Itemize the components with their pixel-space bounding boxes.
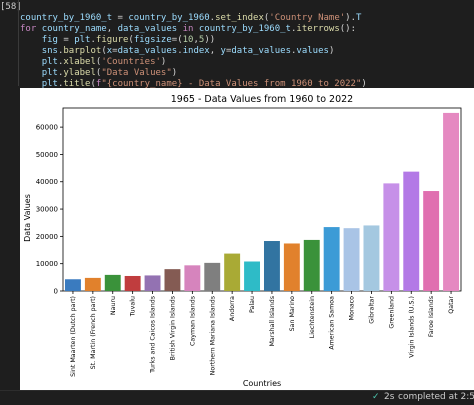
x-tick-label: San Marino: [289, 296, 296, 331]
x-tick-label: Cayman Islands: [189, 296, 196, 346]
y-tick-label: 50000: [36, 151, 58, 159]
x-tick-label: Greenland: [388, 296, 395, 329]
bar: [184, 265, 201, 291]
bar: [443, 112, 460, 292]
bar: [244, 261, 261, 291]
y-axis-label: Data Values: [23, 194, 32, 242]
bar: [423, 191, 440, 291]
chart-title: 1965 - Data Values from 1960 to 2022: [171, 94, 353, 105]
x-tick-label: Andorra: [229, 296, 236, 321]
bar-chart: 1965 - Data Values from 1960 to 2022 Dat…: [23, 94, 462, 388]
x-tick-label: Qatar: [448, 296, 455, 314]
x-tick-label: Palau: [249, 296, 256, 313]
bar: [323, 227, 340, 291]
cell-border: [18, 0, 19, 86]
x-tick-label: British Virgin Islands: [169, 296, 176, 360]
bar: [84, 277, 101, 291]
x-tick-label: Turks and Caicos Islands: [150, 296, 157, 374]
completion-status: completed at 2:52 PM: [398, 392, 474, 402]
bar: [64, 279, 81, 291]
bar: [383, 183, 400, 291]
cell-execution-count: [58]: [0, 2, 22, 12]
output-gutter: [0, 88, 20, 390]
status-bar: ✓ 2s completed at 2:52 PM: [0, 390, 474, 405]
y-tick-label: 10000: [36, 260, 58, 268]
x-tick-label: Faroe Islands: [428, 296, 435, 337]
code-line-6: plt.ylabel("Data Values"): [41, 68, 178, 78]
x-tick-label: Liechtenstein: [309, 296, 316, 338]
cell-output-chart: 1965 - Data Values from 1960 to 2022 Dat…: [20, 88, 474, 390]
code-line-5: plt.xlabel('Countries'): [41, 57, 167, 67]
code-line-7: plt.title(f"{country_name} - Data Values…: [41, 79, 367, 89]
bar: [224, 253, 241, 291]
x-tick-label: Virgin Islands (U.S.): [408, 296, 415, 358]
x-tick-label: Sint Maarten (Dutch part): [70, 296, 77, 377]
x-tick-label: Monaco: [349, 296, 356, 321]
plot-frame: [62, 107, 462, 292]
check-icon: ✓: [372, 392, 380, 402]
code-line-1: country_by_1960_t = country_by_1960.set_…: [20, 13, 362, 23]
y-tick-label: 20000: [36, 233, 58, 241]
y-tick-label: 30000: [36, 206, 58, 214]
x-tick-label: American Samoa: [329, 296, 336, 350]
bar: [204, 262, 221, 291]
bar: [283, 243, 300, 291]
plot-area: 0 10000 20000 30000 40000 50000 60000 Sint Maar…: [36, 107, 462, 377]
y-tick-label: 40000: [36, 178, 58, 186]
x-tick-label: Nauru: [110, 296, 117, 315]
code-line-2: for country_name, data_values in country…: [20, 24, 357, 34]
bar: [343, 228, 360, 291]
code-line-3: fig = plt.figure(figsize=(10,5)): [41, 35, 216, 45]
x-tick-label: Northern Mariana Islands: [209, 296, 216, 375]
x-tick-label: Tuvalu: [130, 296, 137, 317]
x-tick-label: Gibraltar: [368, 296, 375, 324]
bar: [363, 225, 380, 291]
bar: [124, 275, 141, 291]
bar: [263, 241, 280, 291]
bar: [104, 274, 121, 291]
y-tick-label: 60000: [36, 124, 58, 132]
code-line-4: sns.barplot(x=data_values.index, y=data_…: [41, 46, 335, 56]
bar: [403, 171, 420, 291]
execution-time: 2s: [384, 392, 395, 402]
y-tick-label: 0: [54, 288, 58, 296]
x-axis-label: Countries: [243, 379, 281, 388]
bar: [144, 275, 161, 291]
bar: [303, 239, 320, 291]
bar: [164, 269, 181, 291]
x-tick-label: Marshall Islands: [269, 296, 276, 347]
x-tick-label: St. Martin (French part): [90, 296, 97, 369]
